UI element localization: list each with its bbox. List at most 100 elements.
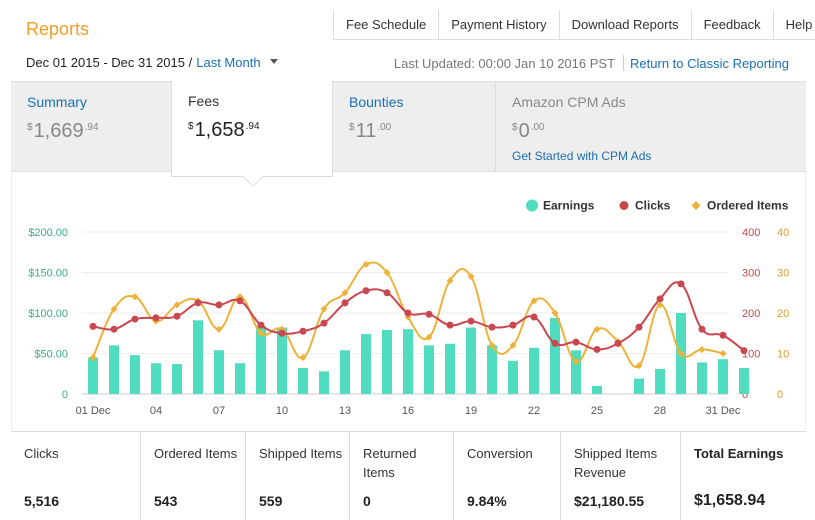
clicks-point: [551, 339, 559, 347]
earnings-bar: [718, 359, 728, 394]
amount-decimal: .00: [377, 122, 392, 133]
stat-label: Total Earnings: [694, 446, 784, 461]
earnings-bar: [655, 368, 665, 394]
stat-clicks: Clicks 5,516: [11, 432, 141, 520]
earnings-bar: [571, 350, 581, 394]
stat-label: Shipped Items Revenue: [574, 446, 658, 480]
amount-whole: 1,669: [33, 120, 84, 142]
stat-returned-items: Returned Items 0: [350, 432, 454, 520]
clicks-point: [698, 325, 706, 333]
earnings-legend-marker: [526, 199, 538, 212]
stat-value: 543: [154, 493, 178, 509]
clicks-point: [320, 319, 328, 327]
tab-summary[interactable]: Summary $1,669.94: [11, 82, 171, 172]
legend-label: Clicks: [635, 199, 671, 213]
x-tick-label: 04: [150, 405, 162, 417]
amount-decimal: .00: [530, 122, 545, 133]
ordered-items-point: [299, 354, 307, 362]
date-range-selector[interactable]: Dec 01 2015 - Dec 31 2015 / Last Month: [26, 55, 278, 70]
ordered-items-legend-marker: [691, 201, 701, 210]
stat-label: Shipped Items: [259, 446, 343, 461]
y-clicks-tick-label: 300: [742, 268, 760, 280]
earnings-bar: [361, 334, 371, 394]
stat-value: 5,516: [24, 493, 60, 509]
y-clicks-tick-label: 0: [742, 389, 748, 401]
stat-total-earnings: Total Earnings $1,658.94: [681, 432, 806, 520]
clicks-point: [131, 315, 139, 323]
page-title: Reports: [26, 19, 90, 39]
ordered-items-point: [362, 260, 370, 268]
ordered-items-point: [131, 293, 139, 301]
y-left-tick-label: 0: [62, 389, 68, 401]
stats-bar: Clicks 5,516 Ordered Items 543 Shipped I…: [11, 431, 806, 520]
divider: [623, 55, 625, 71]
clicks-point: [488, 323, 496, 331]
currency-symbol: $: [188, 121, 194, 132]
ordered-items-point: [509, 341, 517, 349]
earnings-bar: [529, 347, 539, 394]
y-left-tick-label: $50.00: [34, 349, 68, 361]
ordered-items-point: [404, 313, 412, 321]
date-range-text: Dec 01 2015 - Dec 31 2015 /: [26, 55, 193, 70]
y-left-tick-label: $150.00: [28, 268, 68, 280]
classic-reporting-link[interactable]: Return to Classic Reporting: [630, 55, 789, 71]
earnings-bar: [130, 355, 140, 394]
feedback-link[interactable]: Feedback: [692, 10, 774, 39]
ordered-items-point: [110, 305, 118, 313]
ordered-items-point: [656, 301, 664, 309]
x-tick-label: 10: [276, 405, 288, 417]
ordered-items-point: [341, 289, 349, 297]
ordered-items-point: [257, 329, 265, 337]
ordered-items-point: [89, 354, 97, 362]
y-items-tick-label: 40: [777, 227, 789, 239]
stat-value: $1,658.94: [694, 492, 766, 509]
earnings-bar: [319, 371, 329, 394]
clicks-point: [425, 310, 433, 318]
cpm-get-started-link[interactable]: Get Started with CPM Ads: [512, 149, 652, 163]
currency-symbol: $: [512, 122, 518, 133]
payment-history-link[interactable]: Payment History: [439, 10, 560, 39]
x-tick-label: 25: [591, 405, 603, 417]
ordered-items-point: [446, 277, 454, 285]
clicks-point: [404, 309, 412, 317]
clicks-point: [257, 321, 265, 329]
top-nav: Fee Schedule Payment History Download Re…: [333, 10, 815, 40]
tab-bounties-label: Bounties: [349, 94, 404, 110]
clicks-point: [593, 345, 601, 353]
x-tick-label: 07: [213, 405, 225, 417]
clicks-point: [383, 289, 391, 297]
ordered-items-point: [383, 269, 391, 276]
clicks-point: [614, 339, 622, 347]
clicks-point: [89, 322, 97, 330]
tab-fees-amount: $1,658.94: [188, 119, 260, 142]
currency-symbol: $: [349, 122, 355, 133]
tab-cpm-ads: Amazon CPM Ads $0.00 Get Started with CP…: [495, 82, 806, 172]
stat-label: Returned Items: [363, 446, 417, 480]
tab-fees[interactable]: Fees $1,658.94: [171, 81, 333, 187]
tab-fees-label: Fees: [188, 93, 220, 109]
x-tick-label: 13: [339, 405, 351, 417]
stat-value: 9.84%: [467, 493, 507, 509]
fee-schedule-link[interactable]: Fee Schedule: [334, 10, 440, 39]
download-reports-link[interactable]: Download Reports: [560, 10, 692, 39]
tab-cpm-label: Amazon CPM Ads: [512, 94, 626, 110]
last-month-link[interactable]: Last Month: [196, 55, 261, 70]
earnings-bar: [739, 368, 749, 394]
stat-shipped-items: Shipped Items 559: [246, 432, 350, 520]
legend-label: Earnings: [543, 199, 595, 213]
chevron-down-icon[interactable]: [269, 59, 278, 64]
ordered-items-point: [320, 305, 328, 313]
clicks-point: [446, 321, 454, 329]
clicks-point: [236, 297, 244, 305]
ordered-items-point: [572, 358, 580, 366]
amount-whole: 11: [355, 120, 377, 142]
earnings-bar: [466, 327, 476, 394]
help-link[interactable]: Help: [785, 17, 813, 32]
tab-bounties[interactable]: Bounties $11.00: [333, 82, 495, 172]
ordered-items-point: [719, 350, 727, 357]
clicks-point: [530, 313, 538, 321]
ordered-items-point: [677, 350, 685, 357]
earnings-bar: [340, 350, 350, 394]
clicks-point: [572, 338, 580, 346]
clicks-point: [740, 347, 748, 355]
